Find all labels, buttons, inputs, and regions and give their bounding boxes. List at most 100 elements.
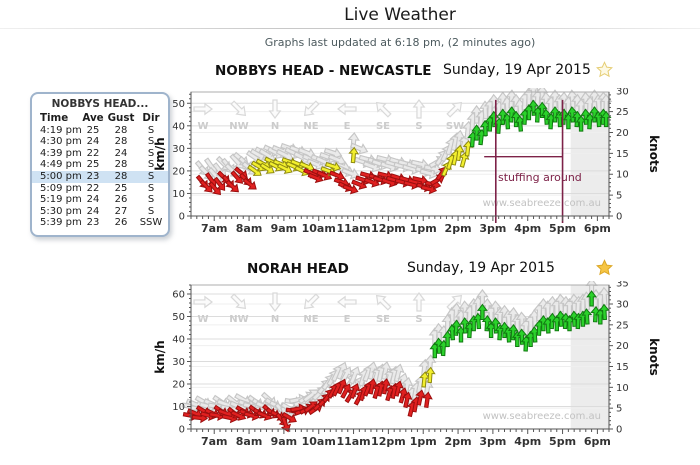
table-row[interactable]: 4:49 pm 25 28 S (32, 159, 168, 171)
reading-value: 24 (86, 205, 100, 217)
knots-tick-label: 10 (616, 383, 629, 394)
table-row[interactable]: 5:09 pm 22 25 S (32, 183, 168, 195)
kmh-tick-label: 60 (172, 290, 185, 301)
knots-tick-label: 5 (616, 404, 622, 415)
reading-time: 4:19 pm (40, 124, 82, 136)
time-tick-label: 8am (236, 435, 263, 448)
time-tick-label: 1pm (410, 435, 437, 448)
reading-value: 28 (114, 124, 128, 136)
kmh-tick-label: 40 (172, 335, 185, 346)
legend-arrow-icon (230, 100, 247, 117)
reading-value: S (147, 147, 155, 159)
table-row[interactable]: 5:19 pm 24 26 S (32, 194, 168, 206)
reading-value: SSW (139, 217, 163, 229)
reading-value: 28 (114, 136, 128, 148)
reading-time: 5:09 pm (40, 182, 82, 194)
time-tick-label: 2pm (445, 435, 472, 448)
time-tick-label: 3pm (479, 435, 506, 448)
legend-arrow-icon (336, 102, 357, 116)
legend-arrow-icon (193, 102, 214, 116)
kmh-axis-label: km/h (153, 340, 167, 373)
knots-tick-label: 25 (616, 107, 629, 118)
chart2-wind-graph: WNWNNEESESSWwww.seabreeze.com.au01020304… (153, 281, 661, 448)
last-updated-status: Graphs last updated at 6:18 pm, (2 minut… (264, 36, 536, 49)
reading-time: Time (40, 112, 69, 124)
reading-time: 5:19 pm (40, 194, 82, 206)
reading-value: 25 (114, 182, 128, 194)
time-tick-label: 12pm (371, 435, 406, 448)
time-tick-label: 5pm (549, 222, 576, 235)
reading-value: 24 (86, 136, 100, 148)
legend-dir-label: NE (303, 314, 318, 325)
legend-arrow-icon (446, 294, 463, 311)
reading-value: Gust (107, 112, 135, 124)
page-title: Live Weather (344, 5, 456, 25)
chart1-station-title: NOBBYS HEAD - NEWCASTLE (215, 63, 432, 79)
legend-dir-label: SE (376, 314, 390, 325)
axis-ticks: 0 10 20 30 40 50 0 5 10 15 20 25 30 7am 8am 9am 10am 11am… (172, 88, 628, 235)
reading-value: 26 (114, 217, 128, 229)
time-tick-label: 6pm (584, 222, 611, 235)
chart2-date: Sunday, 19 Apr 2015 (407, 260, 555, 276)
time-tick-label: 11am (336, 222, 370, 235)
reading-value: 25 (86, 159, 100, 171)
knots-tick-label: 0 (616, 425, 622, 436)
time-tick-label: 9am (271, 435, 298, 448)
legend-arrow-icon (412, 98, 426, 119)
time-tick-label: 4pm (514, 435, 541, 448)
legend-arrow-icon (375, 101, 392, 118)
legend-arrow-icon (446, 101, 463, 118)
kmh-tick-label: 50 (172, 312, 185, 323)
time-tick-label: 6pm (584, 435, 611, 448)
table-row[interactable]: 5:39 pm 23 26 SSW (32, 217, 168, 229)
knots-tick-label: 0 (616, 212, 622, 223)
kmh-tick-label: 10 (172, 189, 185, 200)
time-tick-label: 3pm (479, 222, 506, 235)
legend-arrow-icon (193, 295, 214, 309)
table-row[interactable]: 4:39 pm 22 24 S (32, 148, 168, 160)
legend-arrow-icon (375, 294, 392, 311)
time-tick-label: 4pm (514, 222, 541, 235)
table-row[interactable]: 4:30 pm 24 28 S (32, 136, 168, 148)
time-tick-label: 7am (201, 222, 228, 235)
time-tick-label: 9am (271, 222, 298, 235)
reading-value: Dir (142, 112, 160, 124)
chart1-wind-graph: W NW N NE E SE S SW www.seabreeze.com.au stuffing… (153, 88, 661, 235)
readings-panel-title: NOBBYS HEAD... (51, 98, 149, 110)
reading-time: 5:39 pm (40, 217, 82, 229)
knots-tick-label: 15 (616, 362, 629, 373)
legend-dir-label: SW (446, 121, 464, 132)
knots-tick-label: 15 (616, 149, 629, 160)
legend-dir-label: SE (376, 121, 390, 132)
reading-value: S (147, 205, 155, 217)
average-wind-arrows (182, 290, 610, 433)
knots-tick-label: 20 (616, 128, 629, 139)
legend-dir-label: N (271, 121, 279, 132)
kmh-tick-label: 20 (172, 166, 185, 177)
reading-value: S (147, 170, 155, 182)
reading-value: 28 (114, 170, 128, 182)
table-row[interactable]: 5:30 pm 24 27 S (32, 206, 168, 218)
legend-dir-label: S (415, 314, 422, 325)
gust-arrows (181, 281, 611, 425)
legend-dir-label: NE (303, 121, 318, 132)
reading-value: 28 (114, 159, 128, 171)
legend-arrow-icon (303, 293, 320, 310)
reading-time: 4:39 pm (40, 147, 82, 159)
table-row[interactable]: 4:19 pm 25 28 S (32, 125, 168, 137)
favorite-star-icon[interactable] (596, 259, 613, 276)
legend-dir-label: NW (229, 314, 248, 325)
watermark: www.seabreeze.com.au (483, 198, 601, 209)
chart1-date: Sunday, 19 Apr 2015 (443, 62, 591, 78)
kmh-tick-label: 40 (172, 121, 185, 132)
reading-value: S (147, 182, 155, 194)
reading-value: S (147, 136, 155, 148)
legend-dir-label: E (344, 314, 351, 325)
reading-value: 22 (86, 147, 100, 159)
kmh-tick-label: 50 (172, 99, 185, 110)
time-tick-label: 8am (236, 222, 263, 235)
favorite-star-icon[interactable] (596, 61, 613, 78)
reading-value: S (147, 159, 155, 171)
legend-dir-label: N (271, 314, 279, 325)
table-row[interactable]: 5:00 pm 23 28 S (32, 170, 168, 183)
